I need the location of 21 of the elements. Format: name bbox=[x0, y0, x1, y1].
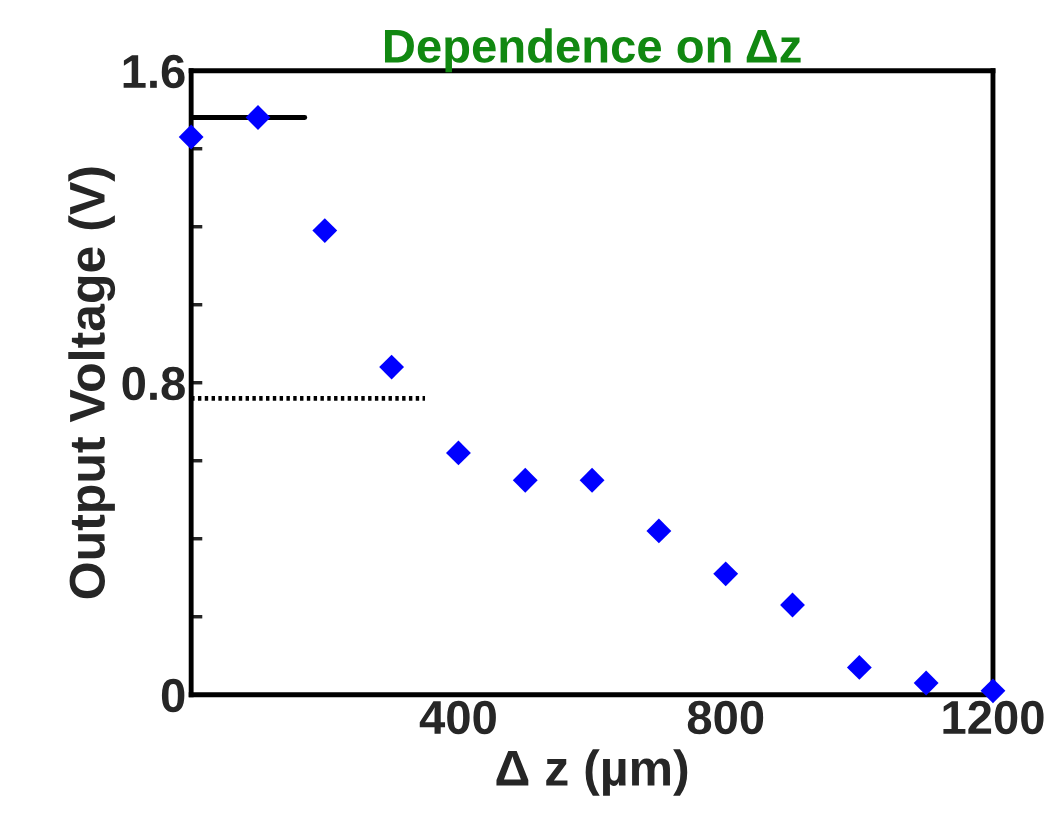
x-axis-title: Δ z (µm) bbox=[496, 749, 688, 796]
point bbox=[178, 124, 204, 150]
x-tick-label: 800 bbox=[687, 700, 764, 735]
y-tick-label: 0 bbox=[161, 678, 185, 713]
point bbox=[512, 467, 538, 493]
point bbox=[846, 655, 872, 680]
point bbox=[646, 518, 672, 544]
point bbox=[312, 218, 338, 244]
point bbox=[713, 561, 739, 587]
point bbox=[245, 105, 271, 130]
point bbox=[446, 440, 471, 466]
y-tick-label: 1.6 bbox=[123, 54, 185, 89]
chart-title: Dependence on Δz bbox=[384, 28, 801, 73]
y-tick-label: 0.8 bbox=[122, 366, 185, 401]
x-tick-label: 1200 bbox=[943, 700, 1044, 735]
point bbox=[780, 592, 805, 618]
point bbox=[379, 354, 405, 380]
point bbox=[913, 670, 939, 696]
point bbox=[579, 467, 605, 493]
y-axis-title: Output Voltage (V) bbox=[68, 167, 116, 599]
x-tick-label: 400 bbox=[419, 700, 496, 735]
